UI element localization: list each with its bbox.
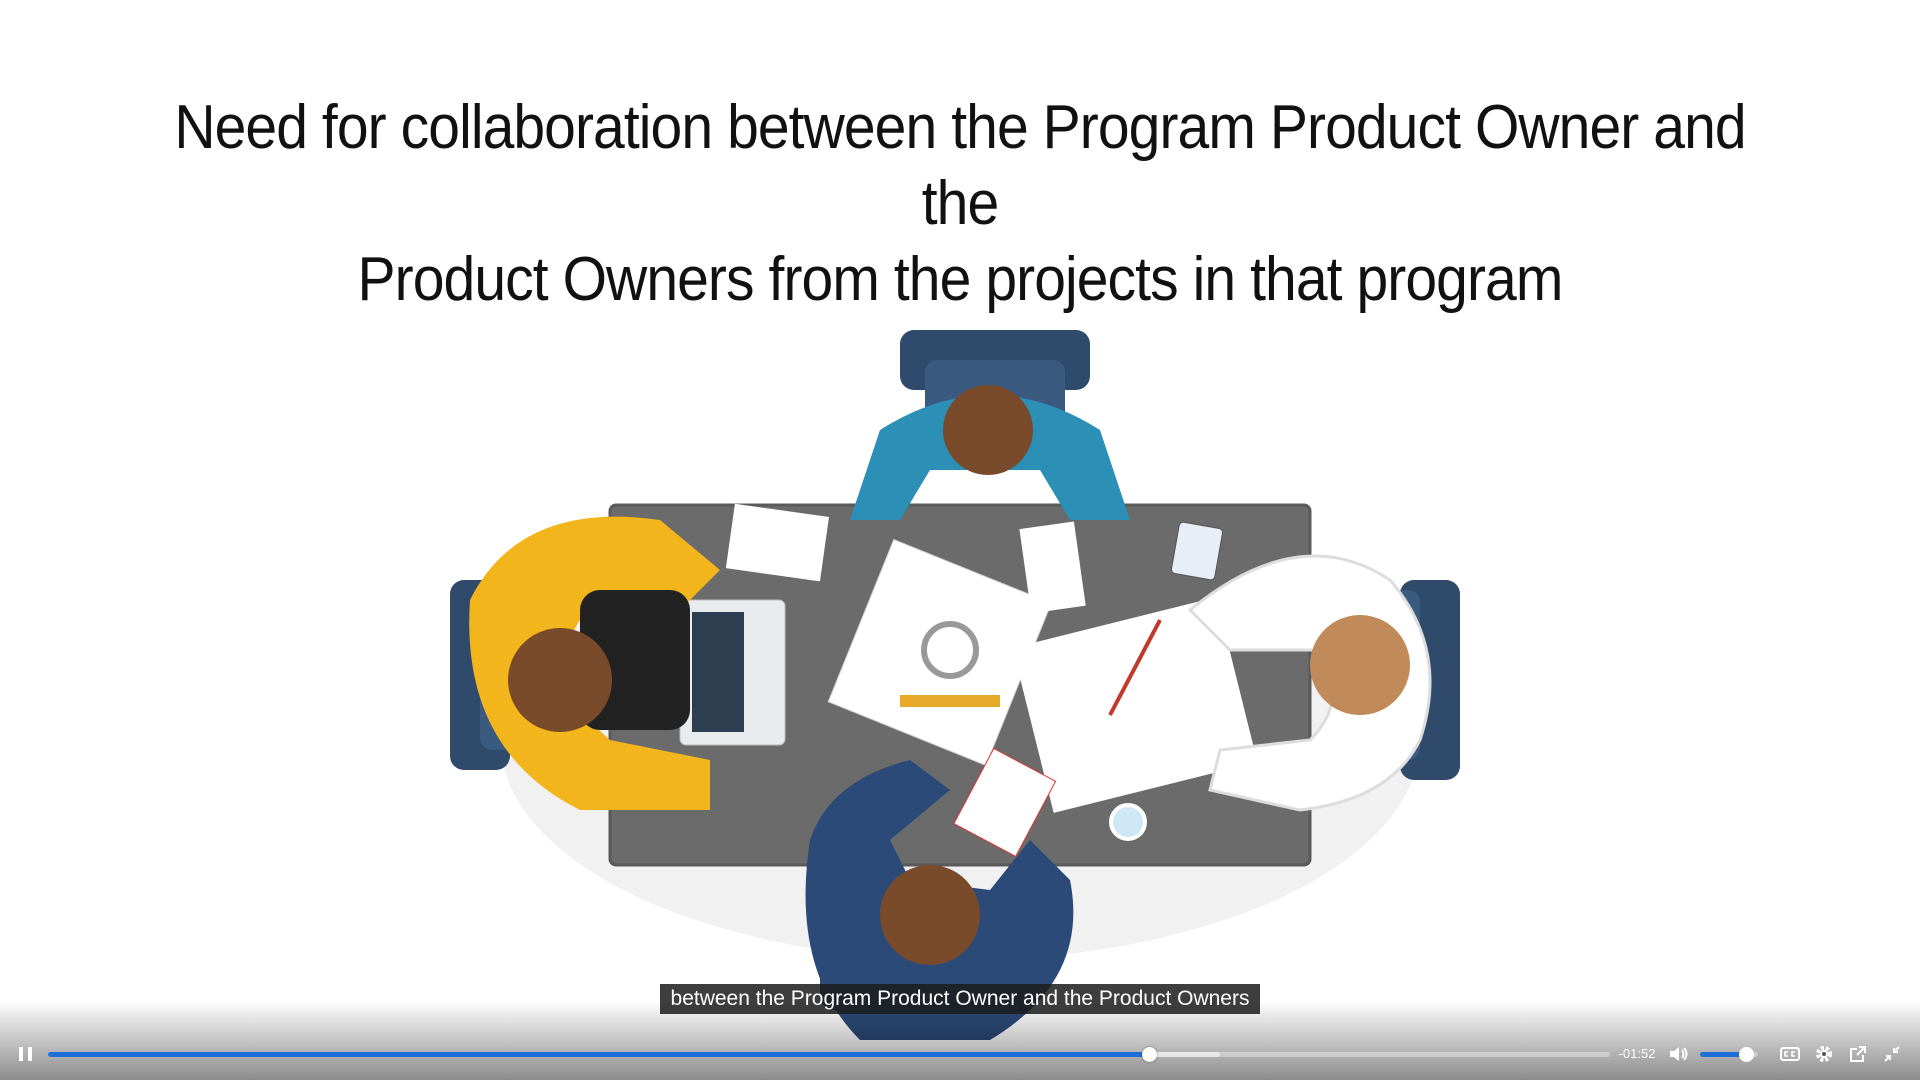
progress-played	[48, 1052, 1150, 1057]
volume-handle[interactable]	[1739, 1047, 1755, 1062]
exit-fullscreen-icon	[1884, 1046, 1900, 1062]
controls-gradient	[0, 1000, 1920, 1080]
slide-title-line-2: Product Owners from the projects in that…	[357, 245, 1564, 314]
person-top	[850, 385, 1130, 520]
blueprint	[827, 538, 1053, 767]
play-pause-button[interactable]	[12, 1040, 40, 1068]
player-controls: -01:52	[0, 1030, 1920, 1078]
volume-icon	[1670, 1047, 1688, 1061]
mute-button[interactable]	[1664, 1040, 1692, 1068]
progress-bar[interactable]	[48, 1047, 1610, 1062]
pen	[1108, 619, 1162, 716]
table-items	[679, 503, 1258, 858]
popout-button[interactable]	[1844, 1040, 1872, 1068]
large-paper	[1012, 597, 1258, 813]
closed-captions-icon	[1780, 1047, 1800, 1061]
gear-drawing	[921, 621, 979, 679]
notebook	[725, 503, 829, 582]
person-left	[469, 516, 720, 810]
pause-icon	[19, 1047, 32, 1061]
time-remaining: -01:52	[1618, 1046, 1656, 1061]
slide-title-line-1: Need for collaboration between the Progr…	[174, 93, 1746, 238]
volume-slider[interactable]	[1700, 1047, 1758, 1062]
cup	[1109, 803, 1147, 841]
slide-title: Need for collaboration between the Progr…	[169, 90, 1751, 318]
settings-button[interactable]	[1810, 1040, 1838, 1068]
gear-icon	[1816, 1046, 1832, 1062]
fullscreen-button[interactable]	[1878, 1040, 1906, 1068]
meeting-illustration	[450, 330, 1460, 1040]
volume-level	[1700, 1052, 1747, 1057]
document	[1019, 521, 1086, 614]
calculator	[1170, 521, 1224, 581]
subtitle-caption: between the Program Product Owner and th…	[0, 984, 1920, 1014]
laptop-keyboard	[692, 612, 744, 732]
progress-scrubber[interactable]	[1142, 1047, 1158, 1062]
ruler	[900, 695, 1000, 707]
person-bottom	[805, 760, 1074, 1040]
caption-text: between the Program Product Owner and th…	[659, 984, 1261, 1014]
notepad	[953, 747, 1057, 858]
external-link-icon	[1850, 1046, 1866, 1062]
captions-button[interactable]	[1776, 1040, 1804, 1068]
person-right	[1187, 554, 1432, 812]
